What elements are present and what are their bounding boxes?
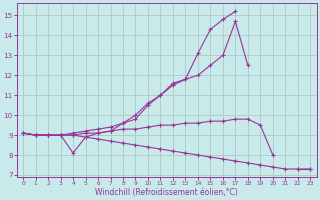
X-axis label: Windchill (Refroidissement éolien,°C): Windchill (Refroidissement éolien,°C) [95,188,238,197]
